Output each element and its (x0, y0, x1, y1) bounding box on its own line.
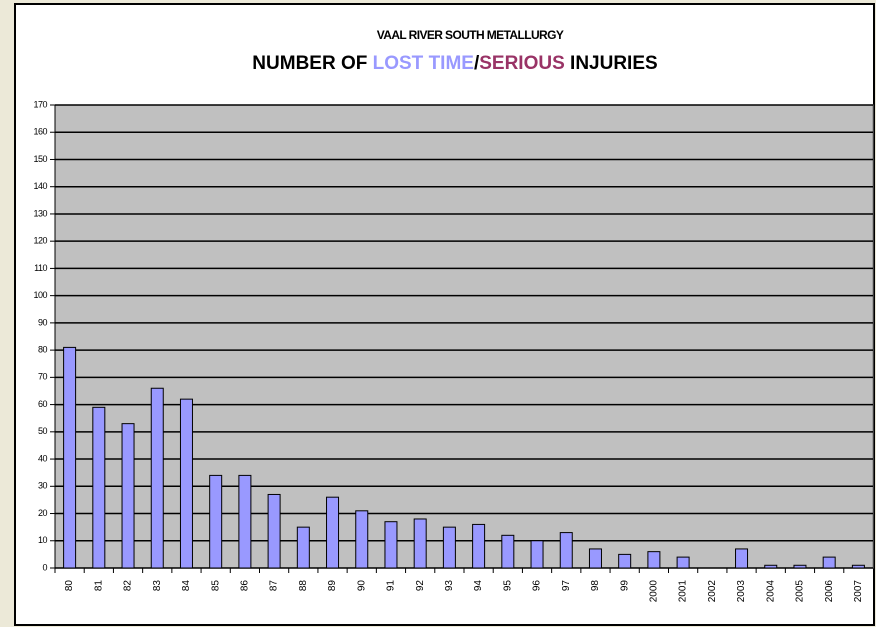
y-tick-label: 100 (33, 290, 47, 300)
bar (267, 493, 281, 569)
x-tick-label: 95 (502, 580, 513, 592)
y-tick-label: 90 (38, 317, 48, 327)
y-tick-label: 0 (42, 562, 47, 572)
title-part: LOST TIME (373, 53, 474, 74)
plot-area (54, 104, 874, 569)
bar (209, 474, 223, 569)
title-part: NUMBER OF (252, 53, 372, 74)
x-tick-label: 90 (356, 580, 367, 592)
x-tick-label: 81 (93, 580, 104, 592)
y-tick-label: 160 (33, 127, 47, 137)
chart-title: NUMBER OF LOST TIME/SERIOUS INJURIES (252, 53, 657, 74)
y-tick-label: 140 (33, 181, 47, 191)
bar (442, 526, 456, 569)
x-tick-label: 99 (619, 580, 630, 592)
x-tick-label: 2004 (765, 580, 776, 603)
bar (559, 532, 573, 569)
x-tick-label: 94 (473, 580, 484, 592)
x-tick-label: 2003 (736, 580, 747, 603)
x-tick-label: 2005 (795, 580, 806, 603)
x-tick-label: 97 (561, 580, 572, 592)
bar (472, 523, 486, 569)
x-tick-label: 2007 (853, 580, 864, 603)
x-tick-label: 2001 (678, 580, 689, 603)
bar (676, 556, 690, 569)
title-part: / (474, 53, 480, 74)
y-tick-label: 170 (33, 99, 47, 109)
title-part: SERIOUS (479, 53, 565, 74)
x-tick-label: 2000 (649, 580, 660, 603)
x-tick-label: 2002 (707, 580, 718, 603)
x-tick-label: 2006 (824, 580, 835, 603)
x-tick-label: 91 (386, 580, 397, 592)
bar (501, 534, 515, 569)
y-tick-label: 70 (38, 372, 48, 382)
x-tick-label: 87 (269, 580, 280, 592)
y-tick-label: 20 (38, 508, 48, 518)
bar (647, 551, 661, 569)
y-tick-label: 40 (38, 453, 48, 463)
x-tick-label: 86 (240, 580, 251, 592)
bar (735, 548, 749, 569)
x-tick-label: 92 (415, 580, 426, 592)
y-tick-label: 80 (38, 344, 48, 354)
bar (384, 521, 398, 569)
bar (150, 387, 164, 569)
bar (326, 496, 340, 569)
y-tick-label: 110 (34, 263, 47, 273)
title-part: INJURIES (565, 53, 658, 74)
bar (618, 553, 632, 569)
y-tick-label: 30 (38, 481, 48, 491)
bar (530, 540, 544, 569)
y-tick-label: 150 (33, 154, 47, 164)
bar (822, 556, 836, 569)
bar (355, 510, 369, 569)
x-tick-label: 82 (123, 580, 134, 592)
bar (588, 548, 602, 569)
y-tick-label: 130 (33, 208, 47, 218)
x-tick-label: 83 (152, 580, 163, 592)
y-tick-label: 60 (38, 399, 48, 409)
y-tick-label: 50 (38, 426, 48, 436)
x-tick-label: 80 (64, 580, 75, 592)
bar (413, 518, 427, 569)
x-tick-label: 96 (532, 580, 543, 592)
y-tick-label: 10 (38, 535, 48, 545)
x-tick-label: 84 (181, 580, 192, 592)
x-tick-label: 85 (210, 580, 221, 592)
bar (238, 474, 252, 569)
chart-subtitle: VAAL RIVER SOUTH METALLURGY (377, 28, 564, 42)
bar (179, 398, 193, 569)
x-tick-label: 88 (298, 580, 309, 592)
x-tick-label: 93 (444, 580, 455, 592)
bar (63, 346, 77, 569)
bar (92, 406, 106, 569)
x-tick-label: 98 (590, 580, 601, 592)
bar (296, 526, 310, 569)
bar (121, 423, 135, 569)
y-tick-label: 120 (33, 236, 47, 246)
x-tick-label: 89 (327, 580, 338, 592)
